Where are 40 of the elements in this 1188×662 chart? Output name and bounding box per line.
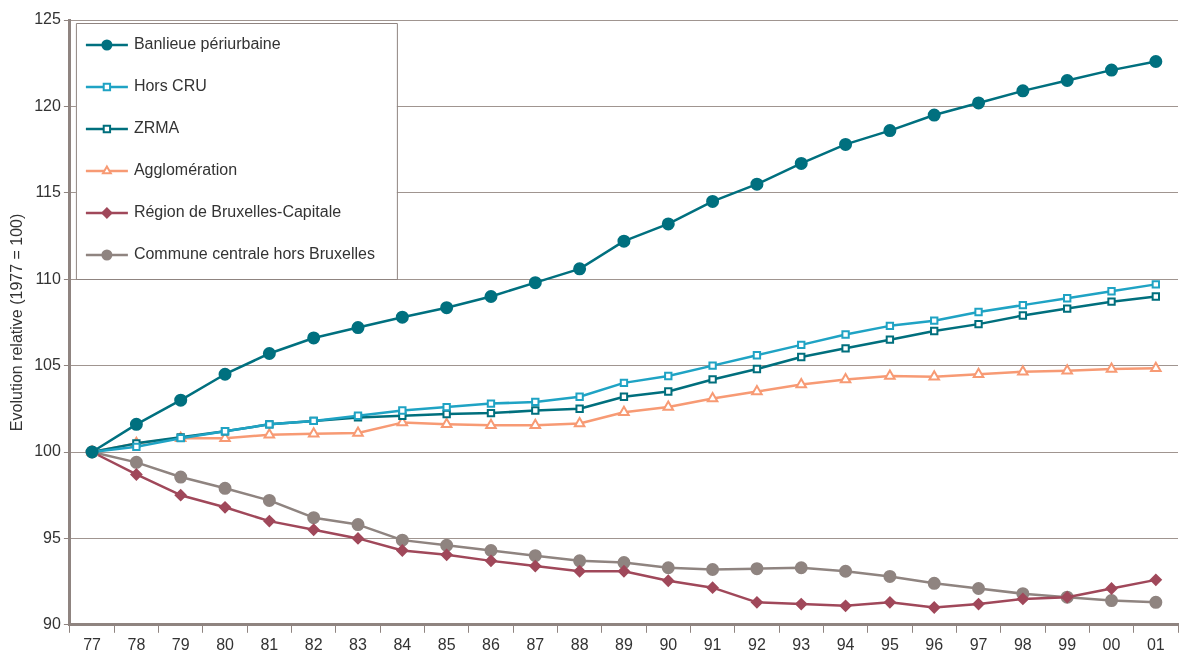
x-tick-label: 93 <box>792 635 811 653</box>
x-tick-label: 95 <box>880 635 899 653</box>
y-tick-label: 125 <box>34 10 61 28</box>
x-tick-label: 79 <box>171 635 190 653</box>
x-tick-label: 89 <box>615 635 633 653</box>
x-tick-label: 96 <box>925 635 944 653</box>
x-tick-label: 80 <box>216 635 235 653</box>
legend-label: Région de Bruxelles-Capitale <box>133 203 342 221</box>
legend-label: Hors CRU <box>133 77 207 95</box>
x-tick-label: 92 <box>748 635 766 653</box>
legend-label: Banlieue périurbaine <box>133 35 281 53</box>
y-tick-label: 115 <box>35 183 61 201</box>
legend-label: Agglomération <box>133 161 238 179</box>
legend-label: Commune centrale hors Bruxelles <box>133 245 375 263</box>
x-tick-label: 99 <box>1058 635 1077 653</box>
x-tick-label: 85 <box>437 635 456 653</box>
x-tick-label: 78 <box>127 635 146 653</box>
legend-label: ZRMA <box>133 119 180 137</box>
x-tick-label: 98 <box>1013 635 1032 653</box>
x-tick-label: 77 <box>83 635 102 653</box>
y-tick-label: 110 <box>35 269 61 287</box>
x-tick-label: 90 <box>659 635 678 653</box>
y-tick-label: 120 <box>34 96 61 114</box>
x-tick-label: 01 <box>1146 635 1165 653</box>
y-tick-label: 90 <box>43 615 61 633</box>
y-tick-label: 100 <box>34 442 61 460</box>
x-tick-label: 00 <box>1102 635 1121 653</box>
x-tick-label: 86 <box>482 635 500 653</box>
x-tick-label: 88 <box>570 635 589 653</box>
x-tick-label: 97 <box>969 635 988 653</box>
x-tick-label: 83 <box>349 635 367 653</box>
y-tick-label: 95 <box>43 528 61 546</box>
x-tick-label: 81 <box>260 635 279 653</box>
x-tick-label: 82 <box>304 635 323 653</box>
y-axis-title: Evolution relative (1977 = 100) <box>8 213 26 432</box>
x-tick-label: 84 <box>393 635 412 653</box>
x-tick-label: 94 <box>836 635 855 653</box>
x-tick-label: 87 <box>526 635 545 653</box>
y-tick-label: 105 <box>34 356 61 374</box>
x-tick-label: 91 <box>703 635 722 653</box>
